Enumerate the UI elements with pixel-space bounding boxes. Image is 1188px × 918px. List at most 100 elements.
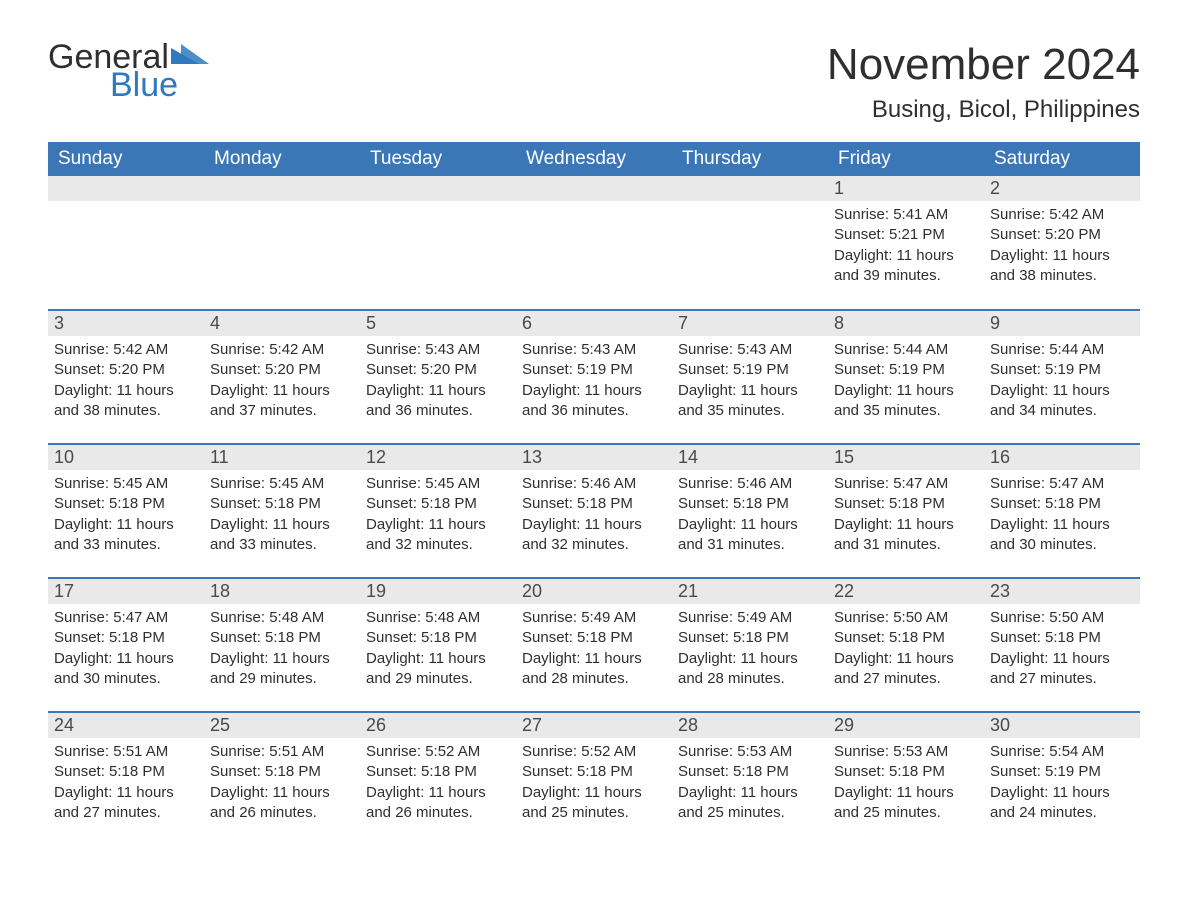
day-details: Sunrise: 5:42 AMSunset: 5:20 PMDaylight:…: [48, 336, 204, 431]
daylight-text: Daylight: 11 hours and 32 minutes.: [366, 515, 510, 556]
sunset-text: Sunset: 5:20 PM: [54, 360, 198, 380]
col-monday: Monday: [204, 142, 360, 176]
day-details: Sunrise: 5:45 AMSunset: 5:18 PMDaylight:…: [48, 470, 204, 565]
daylight-text: Daylight: 11 hours and 29 minutes.: [366, 649, 510, 690]
day-details: Sunrise: 5:48 AMSunset: 5:18 PMDaylight:…: [204, 604, 360, 699]
day-number: 15: [828, 445, 984, 470]
calendar-cell: 21Sunrise: 5:49 AMSunset: 5:18 PMDayligh…: [672, 578, 828, 712]
calendar-cell: 5Sunrise: 5:43 AMSunset: 5:20 PMDaylight…: [360, 310, 516, 444]
sunrise-text: Sunrise: 5:51 AM: [210, 742, 354, 762]
day-number: 30: [984, 713, 1140, 738]
daylight-text: Daylight: 11 hours and 36 minutes.: [522, 381, 666, 422]
day-details: Sunrise: 5:49 AMSunset: 5:18 PMDaylight:…: [672, 604, 828, 699]
calendar-cell: 6Sunrise: 5:43 AMSunset: 5:19 PMDaylight…: [516, 310, 672, 444]
day-details: Sunrise: 5:41 AMSunset: 5:21 PMDaylight:…: [828, 201, 984, 296]
day-details: Sunrise: 5:54 AMSunset: 5:19 PMDaylight:…: [984, 738, 1140, 833]
calendar-cell: 17Sunrise: 5:47 AMSunset: 5:18 PMDayligh…: [48, 578, 204, 712]
day-details: Sunrise: 5:51 AMSunset: 5:18 PMDaylight:…: [48, 738, 204, 833]
day-details: [204, 201, 360, 281]
calendar-cell: [516, 176, 672, 310]
day-number: [672, 176, 828, 201]
sunset-text: Sunset: 5:18 PM: [54, 628, 198, 648]
day-details: Sunrise: 5:45 AMSunset: 5:18 PMDaylight:…: [360, 470, 516, 565]
calendar-cell: 10Sunrise: 5:45 AMSunset: 5:18 PMDayligh…: [48, 444, 204, 578]
calendar-cell: 3Sunrise: 5:42 AMSunset: 5:20 PMDaylight…: [48, 310, 204, 444]
day-details: Sunrise: 5:50 AMSunset: 5:18 PMDaylight:…: [984, 604, 1140, 699]
table-row: 3Sunrise: 5:42 AMSunset: 5:20 PMDaylight…: [48, 310, 1140, 444]
calendar-table: Sunday Monday Tuesday Wednesday Thursday…: [48, 142, 1140, 846]
day-details: Sunrise: 5:46 AMSunset: 5:18 PMDaylight:…: [672, 470, 828, 565]
calendar-cell: 20 Sunrise: 5:49 AMSunset: 5:18 PMDayligh…: [516, 578, 672, 712]
day-number: 23: [984, 579, 1140, 604]
sunrise-text: Sunrise: 5:48 AM: [210, 608, 354, 628]
calendar-body: 1Sunrise: 5:41 AMSunset: 5:21 PMDaylight…: [48, 176, 1140, 846]
day-details: [48, 201, 204, 281]
location-label: Busing, Bicol, Philippines: [827, 96, 1140, 124]
day-number: 22: [828, 579, 984, 604]
day-details: Sunrise: 5:42 AMSunset: 5:20 PMDaylight:…: [204, 336, 360, 431]
day-details: Sunrise: 5:47 AMSunset: 5:18 PMDaylight:…: [828, 470, 984, 565]
table-row: 1Sunrise: 5:41 AMSunset: 5:21 PMDaylight…: [48, 176, 1140, 310]
day-number: [516, 176, 672, 201]
day-number: 10: [48, 445, 204, 470]
daylight-text: Daylight: 11 hours and 36 minutes.: [366, 381, 510, 422]
day-number: 2: [984, 176, 1140, 201]
title-block: November 2024 Busing, Bicol, Philippines: [827, 40, 1140, 124]
sunrise-text: Sunrise: 5:42 AM: [990, 205, 1134, 225]
calendar-cell: 9Sunrise: 5:44 AMSunset: 5:19 PMDaylight…: [984, 310, 1140, 444]
day-number: 19: [360, 579, 516, 604]
calendar-cell: [204, 176, 360, 310]
daylight-text: Daylight: 11 hours and 28 minutes.: [522, 649, 666, 690]
day-number: 8: [828, 311, 984, 336]
sunset-text: Sunset: 5:18 PM: [990, 494, 1134, 514]
day-number: 24: [48, 713, 204, 738]
calendar-cell: 25Sunrise: 5:51 AMSunset: 5:18 PMDayligh…: [204, 712, 360, 846]
daylight-text: Daylight: 11 hours and 30 minutes.: [54, 649, 198, 690]
sunrise-text: Sunrise: 5:50 AM: [990, 608, 1134, 628]
sunrise-text: Sunrise: 5:43 AM: [678, 340, 822, 360]
daylight-text: Daylight: 11 hours and 32 minutes.: [522, 515, 666, 556]
day-number: 5: [360, 311, 516, 336]
calendar-cell: 14Sunrise: 5:46 AMSunset: 5:18 PMDayligh…: [672, 444, 828, 578]
sunset-text: Sunset: 5:18 PM: [366, 494, 510, 514]
sunrise-text: Sunrise: 5:42 AM: [210, 340, 354, 360]
day-details: Sunrise: 5:42 AMSunset: 5:20 PMDaylight:…: [984, 201, 1140, 296]
sunset-text: Sunset: 5:18 PM: [522, 628, 666, 648]
day-details: Sunrise: 5:43 AMSunset: 5:19 PMDaylight:…: [516, 336, 672, 431]
day-number: 17: [48, 579, 204, 604]
day-number: 18: [204, 579, 360, 604]
day-details: [360, 201, 516, 281]
sunrise-text: Sunrise: 5:44 AM: [990, 340, 1134, 360]
day-number: [360, 176, 516, 201]
sunrise-text: Sunrise: 5:50 AM: [834, 608, 978, 628]
calendar-cell: 1Sunrise: 5:41 AMSunset: 5:21 PMDaylight…: [828, 176, 984, 310]
daylight-text: Daylight: 11 hours and 38 minutes.: [54, 381, 198, 422]
calendar-cell: 11Sunrise: 5:45 AMSunset: 5:18 PMDayligh…: [204, 444, 360, 578]
sunrise-text: Sunrise: 5:48 AM: [366, 608, 510, 628]
calendar-cell: [48, 176, 204, 310]
sunrise-text: Sunrise: 5:51 AM: [54, 742, 198, 762]
sunset-text: Sunset: 5:18 PM: [990, 628, 1134, 648]
sunrise-text: Sunrise: 5:49 AM: [522, 608, 666, 628]
day-number: 14: [672, 445, 828, 470]
calendar-cell: 2Sunrise: 5:42 AMSunset: 5:20 PMDaylight…: [984, 176, 1140, 310]
day-details: [516, 201, 672, 281]
daylight-text: Daylight: 11 hours and 24 minutes.: [990, 783, 1134, 824]
day-details: Sunrise: 5:44 AMSunset: 5:19 PMDaylight:…: [828, 336, 984, 431]
calendar-cell: 7Sunrise: 5:43 AMSunset: 5:19 PMDaylight…: [672, 310, 828, 444]
sunset-text: Sunset: 5:18 PM: [834, 762, 978, 782]
logo-triangle-icon: [171, 44, 209, 68]
daylight-text: Daylight: 11 hours and 39 minutes.: [834, 246, 978, 287]
calendar-cell: 23Sunrise: 5:50 AMSunset: 5:18 PMDayligh…: [984, 578, 1140, 712]
sunset-text: Sunset: 5:19 PM: [678, 360, 822, 380]
day-number: 21: [672, 579, 828, 604]
day-number: 20: [516, 579, 672, 604]
day-number: 25: [204, 713, 360, 738]
sunset-text: Sunset: 5:19 PM: [990, 360, 1134, 380]
daylight-text: Daylight: 11 hours and 35 minutes.: [678, 381, 822, 422]
calendar-cell: 19Sunrise: 5:48 AMSunset: 5:18 PMDayligh…: [360, 578, 516, 712]
daylight-text: Daylight: 11 hours and 30 minutes.: [990, 515, 1134, 556]
col-friday: Friday: [828, 142, 984, 176]
sunrise-text: Sunrise: 5:43 AM: [522, 340, 666, 360]
daylight-text: Daylight: 11 hours and 37 minutes.: [210, 381, 354, 422]
